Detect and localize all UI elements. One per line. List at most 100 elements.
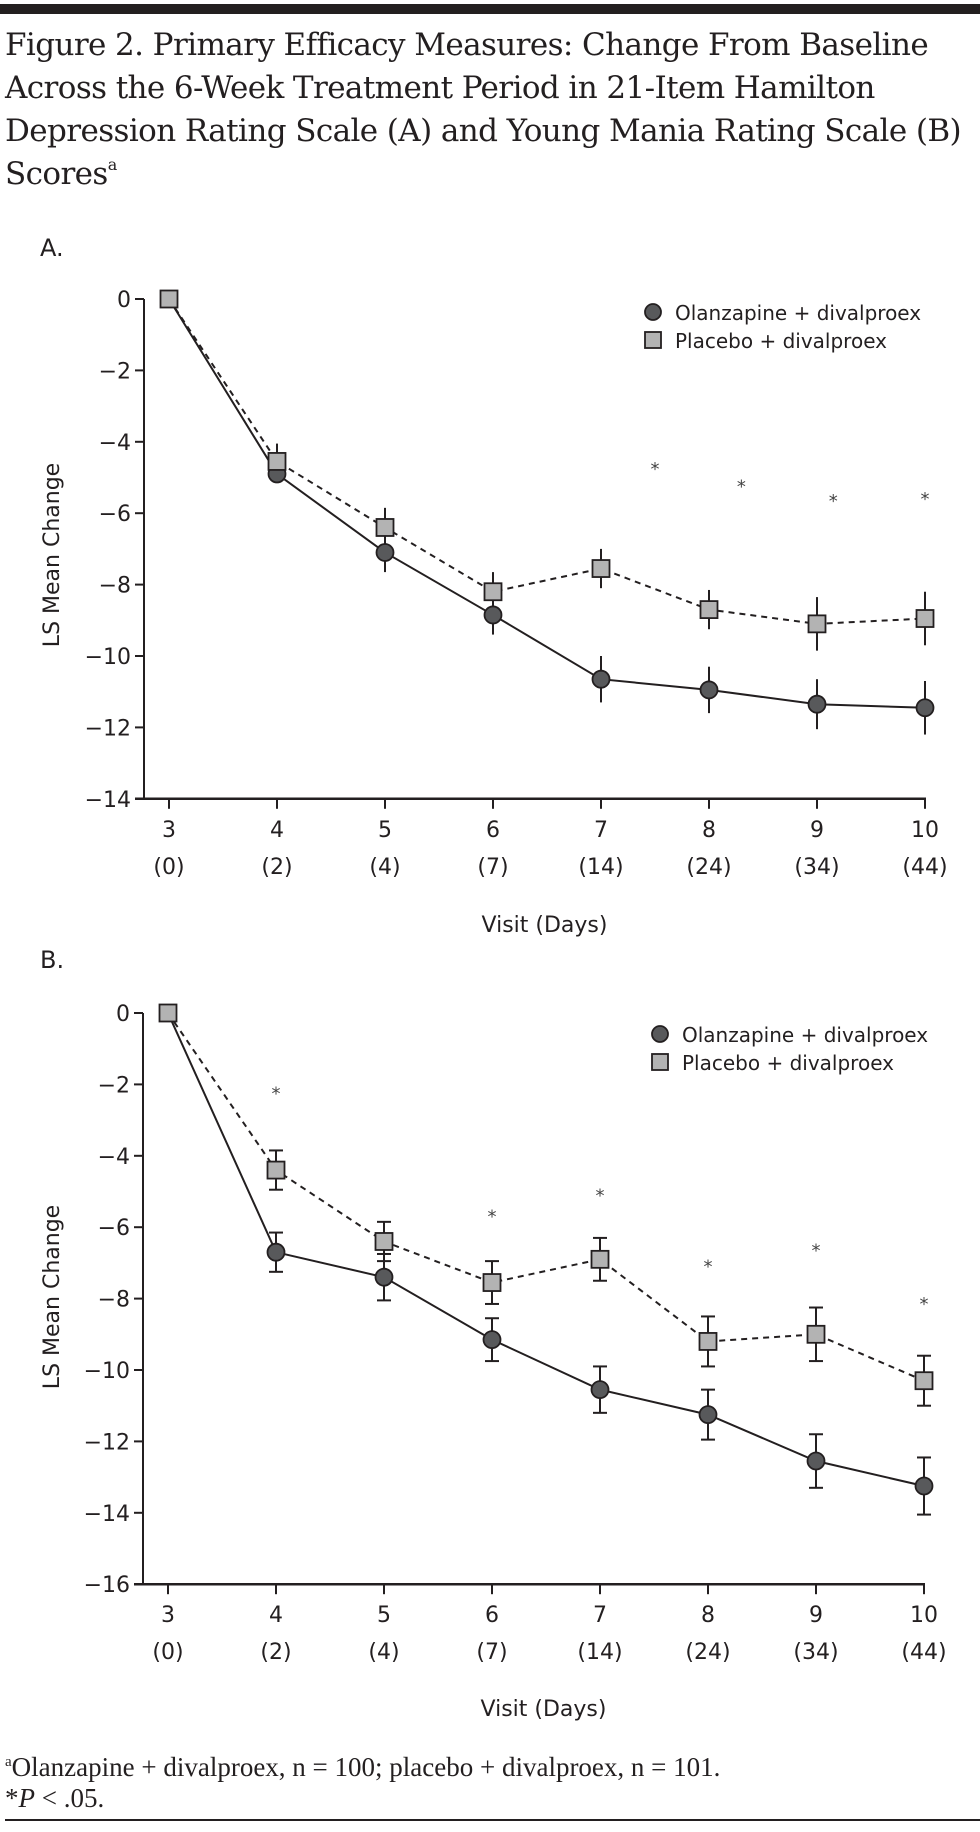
data-point-olanzapine xyxy=(914,1476,934,1496)
footnote-sample-size: aOlanzapine + divalproex, n = 100; place… xyxy=(5,1752,720,1783)
series-line-placebo xyxy=(167,1012,925,1382)
legend-circle-icon xyxy=(651,1025,669,1043)
series-line-olanzapine xyxy=(167,1012,925,1487)
data-point-placebo xyxy=(915,609,935,628)
y-tick-label: −6 xyxy=(98,1216,130,1241)
chart-panel-a: A. 0 −2 −4 −6 −8 −10 −12 −14 3 (0) 4 (2) 5 (4) 6 (7) 7 (14… xyxy=(40,234,948,938)
x-tick-label: 5 xyxy=(378,818,392,843)
x-tick-label: 3 xyxy=(161,1603,175,1628)
footnotes: aOlanzapine + divalproex, n = 100; place… xyxy=(5,1752,720,1814)
x-tick-sublabel: (7) xyxy=(477,855,508,880)
legend-square-icon xyxy=(644,331,662,349)
data-point-olanzapine xyxy=(915,698,935,718)
y-tick-label: 0 xyxy=(116,1002,130,1027)
footnote-p-value: < .05. xyxy=(35,1783,105,1813)
series-line-placebo xyxy=(168,298,926,625)
y-tick-label: −12 xyxy=(85,716,131,741)
y-tick-label: −2 xyxy=(98,1073,130,1098)
data-point-placebo xyxy=(591,559,611,578)
x-tick-sublabel: (44) xyxy=(901,1640,946,1665)
data-point-placebo xyxy=(914,1371,934,1391)
data-point-placebo xyxy=(699,600,719,619)
x-tick-label: 10 xyxy=(910,1603,938,1628)
y-tick-label: −12 xyxy=(84,1430,130,1455)
significance-asterisk: * xyxy=(651,459,660,480)
chart-panel-b: B. 0 −2 −4 −6 −8 −10 −12 −14 −16 3 (0) 4 (2) 5 (4) 6 (7) 7… xyxy=(40,946,947,1722)
x-tick-sublabel: (7) xyxy=(476,1640,507,1665)
significance-asterisk: * xyxy=(272,1084,281,1105)
y-tick-label: −14 xyxy=(85,788,131,813)
y-axis-label: LS Mean Change xyxy=(40,1205,65,1389)
x-tick-sublabel: (4) xyxy=(369,855,400,880)
x-tick-label: 6 xyxy=(486,818,500,843)
legend: Olanzapine + divalproex Placebo + divalpr… xyxy=(651,1023,928,1075)
x-tick-label: 6 xyxy=(485,1603,499,1628)
footnote-p: P xyxy=(18,1783,36,1813)
top-rule xyxy=(0,4,980,14)
legend-label-olanzapine: Olanzapine + divalproex xyxy=(682,1023,928,1047)
y-tick-label: −2 xyxy=(99,359,131,384)
data-point-placebo xyxy=(267,452,287,471)
data-point-placebo xyxy=(698,1332,718,1351)
x-tick-sublabel: (14) xyxy=(578,855,623,880)
bottom-rule xyxy=(5,1819,980,1821)
data-point-olanzapine xyxy=(591,669,611,689)
x-tick-label: 9 xyxy=(810,818,824,843)
significance-asterisk: * xyxy=(829,491,838,512)
data-point-placebo xyxy=(159,289,179,309)
x-tick-sublabel: (34) xyxy=(793,1640,838,1665)
series-line-olanzapine xyxy=(168,298,926,709)
data-point-placebo xyxy=(590,1249,610,1269)
data-point-placebo xyxy=(807,614,827,634)
figure-title-text: Figure 2. Primary Efficacy Measures: Cha… xyxy=(5,27,962,192)
x-tick-label: 8 xyxy=(702,818,716,843)
x-tick-sublabel: (44) xyxy=(902,855,947,880)
x-tick-sublabel: (14) xyxy=(577,1640,622,1665)
legend-square-icon xyxy=(651,1053,669,1071)
x-tick-label: 7 xyxy=(594,818,608,843)
legend-circle-icon xyxy=(644,303,662,321)
x-tick-sublabel: (2) xyxy=(261,855,292,880)
data-point-olanzapine xyxy=(374,1267,394,1287)
data-point-olanzapine xyxy=(590,1380,610,1400)
footnote-significance: *P < .05. xyxy=(5,1783,720,1814)
legend: Olanzapine + divalproex Placebo + divalpr… xyxy=(644,301,921,353)
data-point-olanzapine xyxy=(806,1451,826,1471)
data-point-placebo xyxy=(483,582,503,602)
x-tick-sublabel: (2) xyxy=(260,1640,291,1665)
x-axis-label: Visit (Days) xyxy=(482,913,608,938)
x-tick-sublabel: (34) xyxy=(794,855,839,880)
y-tick-label: −10 xyxy=(85,645,131,670)
significance-asterisk: * xyxy=(921,489,930,510)
data-point-placebo xyxy=(375,518,395,537)
x-axis-label: Visit (Days) xyxy=(481,1697,607,1722)
x-tick-label: 3 xyxy=(162,818,176,843)
y-tick-label: −6 xyxy=(99,502,131,527)
significance-asterisk: * xyxy=(488,1207,497,1228)
x-tick-label: 9 xyxy=(809,1603,823,1628)
y-tick-label: −8 xyxy=(99,574,131,599)
data-point-olanzapine xyxy=(375,543,395,562)
x-tick-sublabel: (0) xyxy=(153,855,184,880)
footnote-marker-a: a xyxy=(5,1754,12,1770)
data-point-olanzapine xyxy=(699,680,719,700)
significance-asterisk: * xyxy=(596,1185,605,1206)
figure-title: Figure 2. Primary Efficacy Measures: Cha… xyxy=(5,24,965,196)
y-axis-label: LS Mean Change xyxy=(40,463,65,647)
y-tick-label: −10 xyxy=(84,1359,130,1384)
footnote-sample-size-text: Olanzapine + divalproex, n = 100; placeb… xyxy=(11,1752,721,1782)
legend-label-olanzapine: Olanzapine + divalproex xyxy=(675,301,921,325)
y-tick-label: −14 xyxy=(84,1502,130,1527)
legend-label-placebo: Placebo + divalproex xyxy=(675,329,887,353)
x-tick-label: 5 xyxy=(377,1603,391,1628)
data-point-olanzapine xyxy=(482,1330,502,1350)
x-tick-sublabel: (0) xyxy=(152,1640,183,1665)
significance-asterisk: * xyxy=(920,1294,929,1315)
x-tick-label: 10 xyxy=(911,818,939,843)
panel-label: A. xyxy=(40,234,64,262)
title-footnote-marker: a xyxy=(107,155,118,174)
x-tick-label: 4 xyxy=(269,1603,283,1628)
x-tick-label: 8 xyxy=(701,1603,715,1628)
data-point-olanzapine xyxy=(483,605,503,625)
